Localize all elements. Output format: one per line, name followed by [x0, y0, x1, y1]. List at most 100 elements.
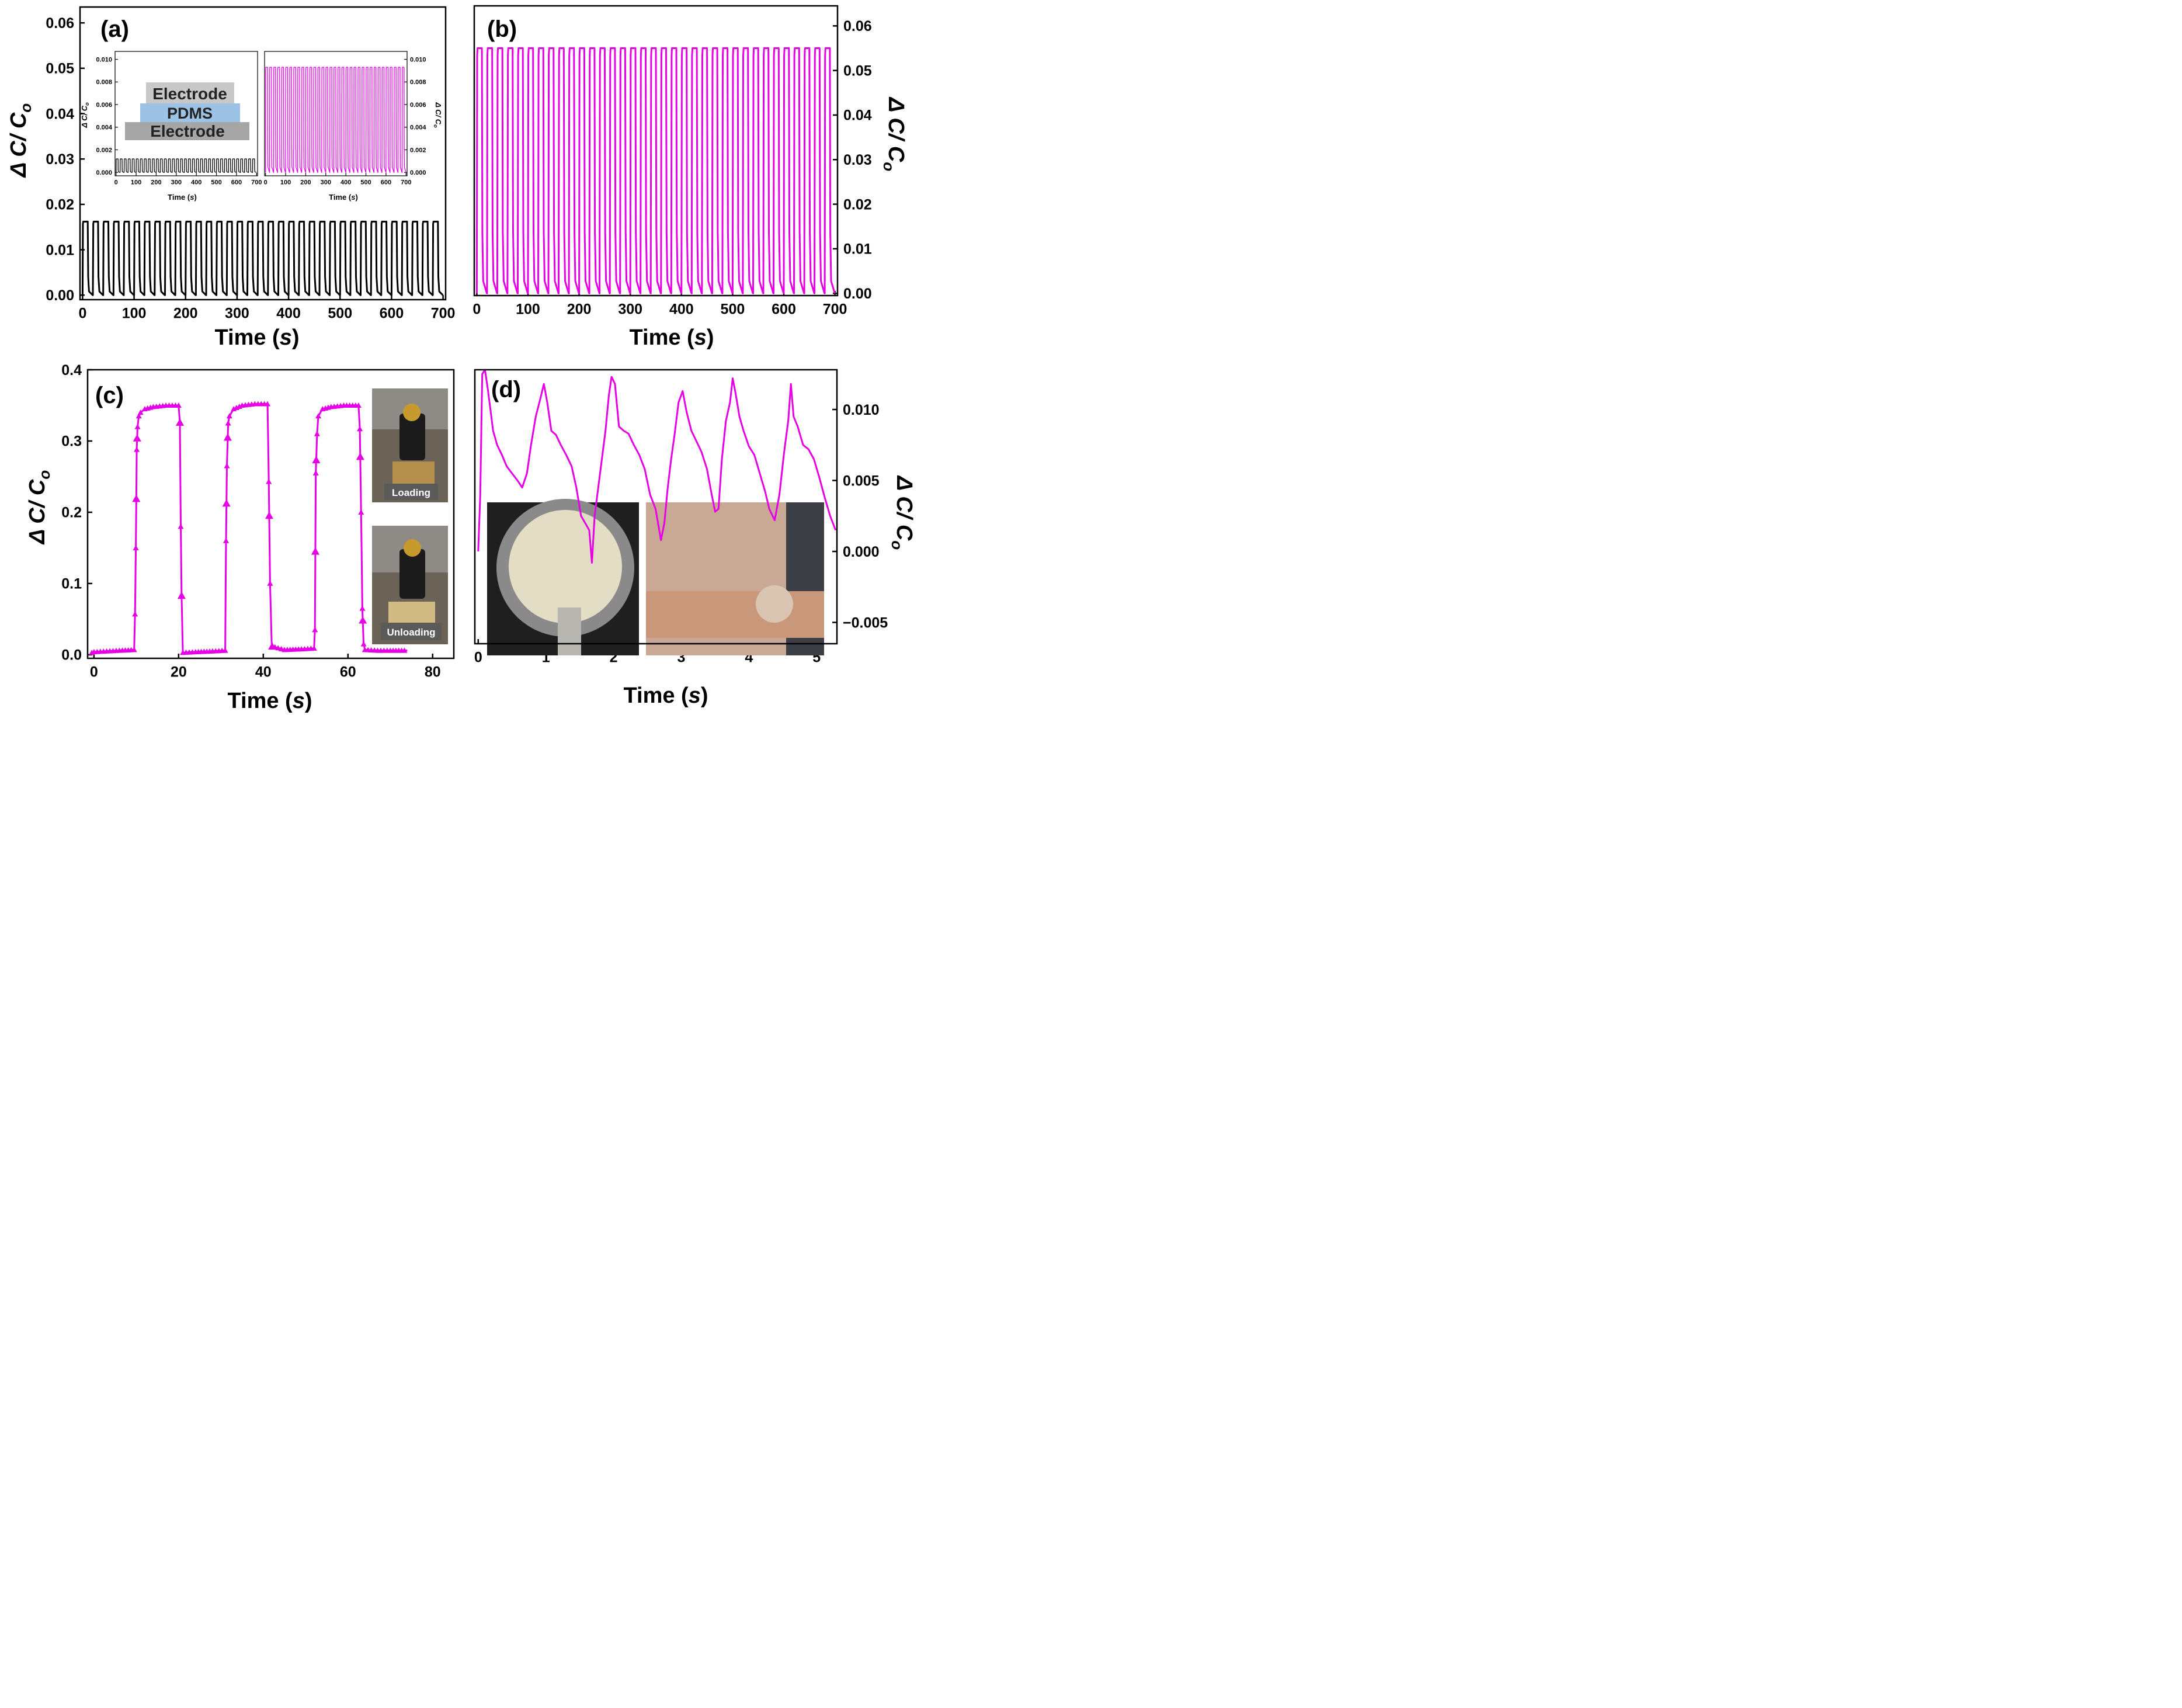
panel-a_inset_2-y-tick-label: 0.002 — [410, 147, 426, 154]
panel-c-triangle-marker — [311, 547, 319, 555]
panel-c-point-marker — [175, 402, 182, 408]
panel-b-x-tick-label: 200 — [567, 301, 592, 317]
panel-a-y-axis-title: Δ C/ Co — [6, 103, 34, 179]
panel-a_inset_2-x-tick-label: 200 — [300, 179, 311, 186]
inset-2-tick-labels: 0 100 200 300 400 500 600 700 0.000 0.002 0.004 0.0… — [264, 56, 427, 186]
circular-sensor-photo — [487, 499, 639, 655]
panel-a-tick-labels: 0 100 200 300 400 500 600 700 0.00 0.01 0.02 0.03 0.… — [46, 15, 455, 321]
panel-c-point-marker — [401, 647, 408, 653]
panel-b-y-tick-label: 0.04 — [843, 107, 872, 124]
panel-c-y-tick-label: 0.3 — [61, 433, 82, 450]
panel-a_inset_1-x-tick-label: 500 — [211, 179, 221, 186]
panel-a_inset_2-x-tick-label: 600 — [381, 179, 391, 186]
panel-c-triangle-marker — [359, 616, 367, 624]
panel-a-x-tick-label: 300 — [225, 305, 249, 321]
sensor-on-wrist-photo — [646, 502, 824, 655]
panel-a-x-tick-label: 100 — [122, 305, 147, 321]
panel-c-point-marker — [267, 580, 273, 586]
panel-c-label: (c) — [95, 383, 124, 408]
panel-b-axis-frame — [473, 5, 839, 297]
panel-b-label: (b) — [487, 16, 517, 42]
panel-c-point-marker — [226, 413, 232, 419]
panel-d-axis-frame — [474, 369, 838, 645]
panel-c-point-marker — [224, 463, 230, 468]
panel-c-point-marker — [311, 645, 317, 651]
panel-c-y-tick-label: 0.2 — [61, 505, 82, 521]
panel-b-x-tick-label: 500 — [721, 301, 745, 317]
panel-a-y-tick-label: 0.03 — [46, 151, 74, 168]
panel-c-point-marker — [278, 645, 284, 651]
panel-c-y-axis-title: Δ C/ Co — [25, 470, 53, 546]
inset-2-x-axis-title: Time (s) — [329, 193, 358, 202]
panel-c-triangle-marker — [265, 511, 273, 519]
panel-d-y-tick-label: 0.010 — [843, 402, 880, 418]
panel-a-x-tick-label: 600 — [380, 305, 404, 321]
loading-photo-pedestal — [392, 461, 435, 488]
schematic-bottom-electrode-label: Electrode — [150, 122, 225, 140]
panel-a-x-axis-title: Time (s) — [214, 325, 299, 350]
panel-c-point-marker — [315, 413, 322, 419]
panel-a-y-tick-label: 0.00 — [46, 287, 74, 304]
panel-b-y-axis-title: Δ C/ Co — [880, 96, 908, 172]
panel-c-triangle-marker — [133, 434, 141, 442]
panel-c-point-marker — [358, 509, 364, 515]
panel-a_inset_2-x-tick-label: 100 — [280, 179, 291, 186]
inset-1-x-axis-title: Time (s) — [168, 193, 197, 202]
panel-c-point-marker — [360, 641, 367, 647]
panel-d-y-axis-title: Δ C/ Co — [888, 475, 916, 550]
panel-c-point-marker — [269, 643, 275, 649]
panel-a_inset_1-x-tick-label: 300 — [171, 179, 182, 186]
panel-d-y-tick-label: 0.005 — [843, 473, 880, 489]
panel-c-point-marker — [134, 423, 141, 429]
panel-d-x-tick-label: 0 — [474, 649, 482, 665]
panel-b-y-tick-label: 0.00 — [843, 286, 872, 302]
panel-a_inset_1-y-tick-label: 0.002 — [96, 147, 112, 154]
panel-c-axis-frame — [86, 369, 455, 659]
panel-c-x-tick-label: 0 — [90, 664, 98, 680]
panel-b-y-tick-label: 0.01 — [843, 241, 872, 258]
panel-c-point-marker — [134, 446, 140, 452]
panel-a-series — [81, 220, 444, 296]
layer-schematic: Electrode PDMS Electrode — [125, 82, 249, 140]
panel-a_inset_1-x-tick-label: 100 — [131, 179, 141, 186]
panel-b-x-tick-label: 100 — [516, 301, 540, 317]
inset-2-series — [265, 67, 406, 173]
panel-c-tick-labels: 0 20 40 60 80 0.0 0.1 0.2 0.3 0.4 — [61, 362, 440, 681]
minifigure-on-sensor-loading-photo: Loading — [372, 388, 448, 502]
panel-a-ticks — [80, 22, 444, 300]
panel-a_inset_2-x-tick-label: 300 — [321, 179, 331, 186]
panel-b-x-tick-label: 0 — [472, 301, 481, 317]
panel-c-triangle-marker — [356, 452, 364, 460]
panel-a_inset_2-y-tick-label: 0.008 — [410, 79, 426, 86]
inset-2-y-axis-title: Δ C/ Co — [433, 102, 443, 128]
panel-c: 0 20 40 60 80 0.0 0.1 0.2 0.3 0.4 (c) Time (s) Δ … — [25, 362, 455, 713]
unloading-photo-figure-body — [399, 549, 425, 599]
panel-a-x-tick-label: 400 — [276, 305, 301, 321]
inset-2-axis-frame — [264, 51, 408, 176]
panel-b-x-axis-title: Time (s) — [629, 325, 714, 350]
inset-1-series — [116, 158, 257, 173]
panel-a-y-tick-label: 0.06 — [46, 15, 74, 32]
panel-a-label: (a) — [100, 16, 129, 42]
sensor-lead-wire — [558, 607, 581, 655]
panel-a-x-tick-label: 500 — [328, 305, 352, 321]
panel-b-series — [475, 47, 836, 294]
inset-1-y-axis-title: Δ C/ Co — [80, 102, 90, 129]
loading-photo-figure-head — [403, 404, 421, 421]
inset-1-axis-frame — [114, 51, 258, 176]
panel-a_inset_1-x-tick-label: 400 — [191, 179, 201, 186]
panel-c-point-marker — [133, 544, 139, 550]
panel-a-y-tick-label: 0.02 — [46, 197, 74, 213]
wrist-photo-tape — [646, 591, 824, 638]
schematic-bottom-electrode — [125, 122, 249, 140]
panel-c-x-tick-label: 20 — [171, 664, 187, 680]
panel-c-y-tick-label: 0.4 — [61, 362, 82, 379]
panel-a-y-tick-label: 0.01 — [46, 242, 74, 258]
panel-a-y-tick-label: 0.05 — [46, 61, 74, 77]
inset-2-plot-area: 0 100 200 300 400 500 600 700 0.000 0.002 0.004 0.0… — [264, 51, 427, 186]
panel-a-x-tick-label: 200 — [173, 305, 198, 321]
inset-1-tick-labels: 0 100 200 300 400 500 600 700 0.000 0.002 0.004 0.0… — [96, 56, 262, 186]
panel-c-y-tick-label: 0.1 — [61, 576, 82, 592]
